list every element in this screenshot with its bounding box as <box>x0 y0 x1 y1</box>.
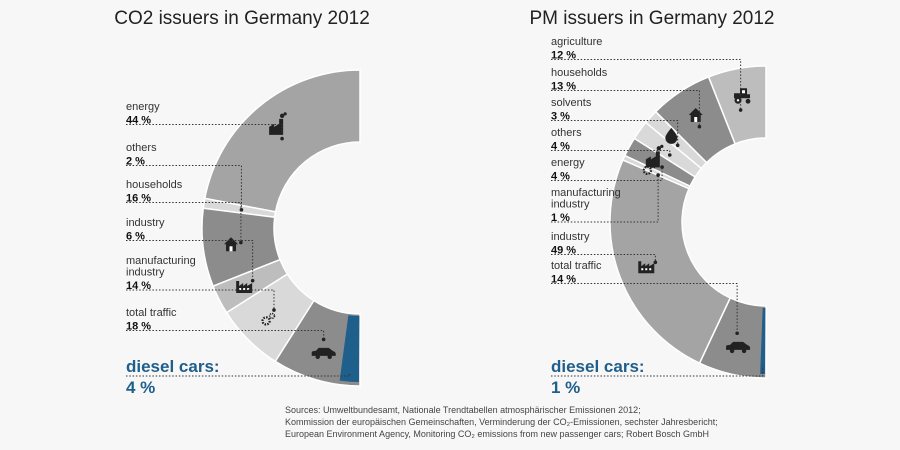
segment-value: 4 % <box>551 141 570 153</box>
segment-value: 16 % <box>126 193 151 205</box>
segment-label: solvents <box>551 97 592 109</box>
drop-icon <box>665 127 678 144</box>
segment-label: manufacturing <box>126 255 196 267</box>
segment-label: agriculture <box>551 36 602 48</box>
segment-value: 18 % <box>126 321 151 333</box>
segment-value: 14 % <box>551 274 576 286</box>
segment-label: industry <box>551 231 590 243</box>
sources-note: Sources: Umweltbundesamt, Nationale Tren… <box>285 405 718 439</box>
donut-segment <box>203 69 361 213</box>
segment-value: 13 % <box>551 81 576 93</box>
highlight-value: 4 % <box>126 378 155 397</box>
segment-label: energy <box>126 101 160 113</box>
leader-dot <box>697 124 702 129</box>
chart-title: CO2 issuers in Germany 2012 <box>114 8 370 29</box>
leader-dot <box>667 153 672 157</box>
leader-line <box>551 90 700 127</box>
segment-label: total traffic <box>126 307 177 319</box>
leader-line <box>551 254 656 263</box>
power-plant-icon <box>645 144 664 168</box>
power-plant-icon <box>269 112 287 135</box>
diesel-highlight-segment <box>760 307 766 374</box>
segment-label: manufacturing <box>551 187 621 199</box>
segment-value: 12 % <box>551 50 576 62</box>
leader-line <box>551 283 738 334</box>
leader-line <box>551 59 742 111</box>
house-icon <box>224 237 239 252</box>
segment-value: 49 % <box>551 245 576 257</box>
car-icon <box>311 347 336 360</box>
segment-label: industry <box>126 217 165 229</box>
source-line: Sources: Umweltbundesamt, Nationale Tren… <box>285 405 641 415</box>
chart-co2-issuers: CO2 issuers in Germany 2012 energy 44 % ot… <box>114 8 370 397</box>
diesel-highlight-segment <box>339 315 360 382</box>
car-icon <box>726 341 751 354</box>
segment-label: households <box>551 67 608 79</box>
leader-line <box>551 167 663 181</box>
chart-title: PM issuers in Germany 2012 <box>530 8 775 29</box>
leader-dot <box>660 165 664 169</box>
segment-value: 3 % <box>551 111 570 123</box>
segment-value: 2 % <box>126 156 145 168</box>
tractor-icon <box>734 88 751 104</box>
leader-dot <box>272 308 276 312</box>
leader-line <box>126 373 351 377</box>
segment-value: 14 % <box>126 280 151 292</box>
leader-dot <box>321 337 326 342</box>
highlight-value: 1 % <box>551 378 580 397</box>
segment-value: 44 % <box>126 115 151 127</box>
leader-dot <box>250 278 255 283</box>
segment-value: 6 % <box>126 231 145 243</box>
source-line: Kommission der europäischen Gemeinschaft… <box>285 417 718 427</box>
segment-label: total traffic <box>551 260 602 272</box>
chart-pm-issuers: PM issuers in Germany 2012 agriculture 12… <box>530 8 775 397</box>
leader-dot <box>280 136 284 141</box>
source-line: European Environment Agency, Monitoring … <box>285 429 709 439</box>
segment-label: industry <box>126 267 165 279</box>
segment-value: 1 % <box>551 212 570 224</box>
leader-line <box>551 175 659 223</box>
leader-line <box>126 124 283 139</box>
gears-icon <box>261 312 276 326</box>
segment-label: households <box>126 179 183 191</box>
leader-dot <box>735 331 739 336</box>
leader-dot <box>239 208 244 212</box>
leader-dot <box>656 173 660 177</box>
segment-value: 4 % <box>551 171 570 183</box>
leader-line <box>126 240 254 281</box>
leader-line <box>551 120 679 146</box>
segment-label: industry <box>551 199 590 211</box>
highlight-label: diesel cars: <box>126 357 220 376</box>
gears-icon <box>642 162 657 176</box>
donut-segment <box>698 297 767 379</box>
segment-label: others <box>551 127 582 139</box>
segment-label: others <box>126 142 157 154</box>
leader-dot <box>239 240 243 245</box>
segment-label: energy <box>551 157 585 169</box>
leader-dot <box>653 260 658 265</box>
leader-dot <box>738 108 743 112</box>
donut-segment <box>609 159 732 365</box>
donut-segment <box>274 299 361 387</box>
leader-dot <box>675 143 680 148</box>
highlight-label: diesel cars: <box>551 357 645 376</box>
leader-line <box>551 365 764 377</box>
factory-icon <box>638 261 655 274</box>
